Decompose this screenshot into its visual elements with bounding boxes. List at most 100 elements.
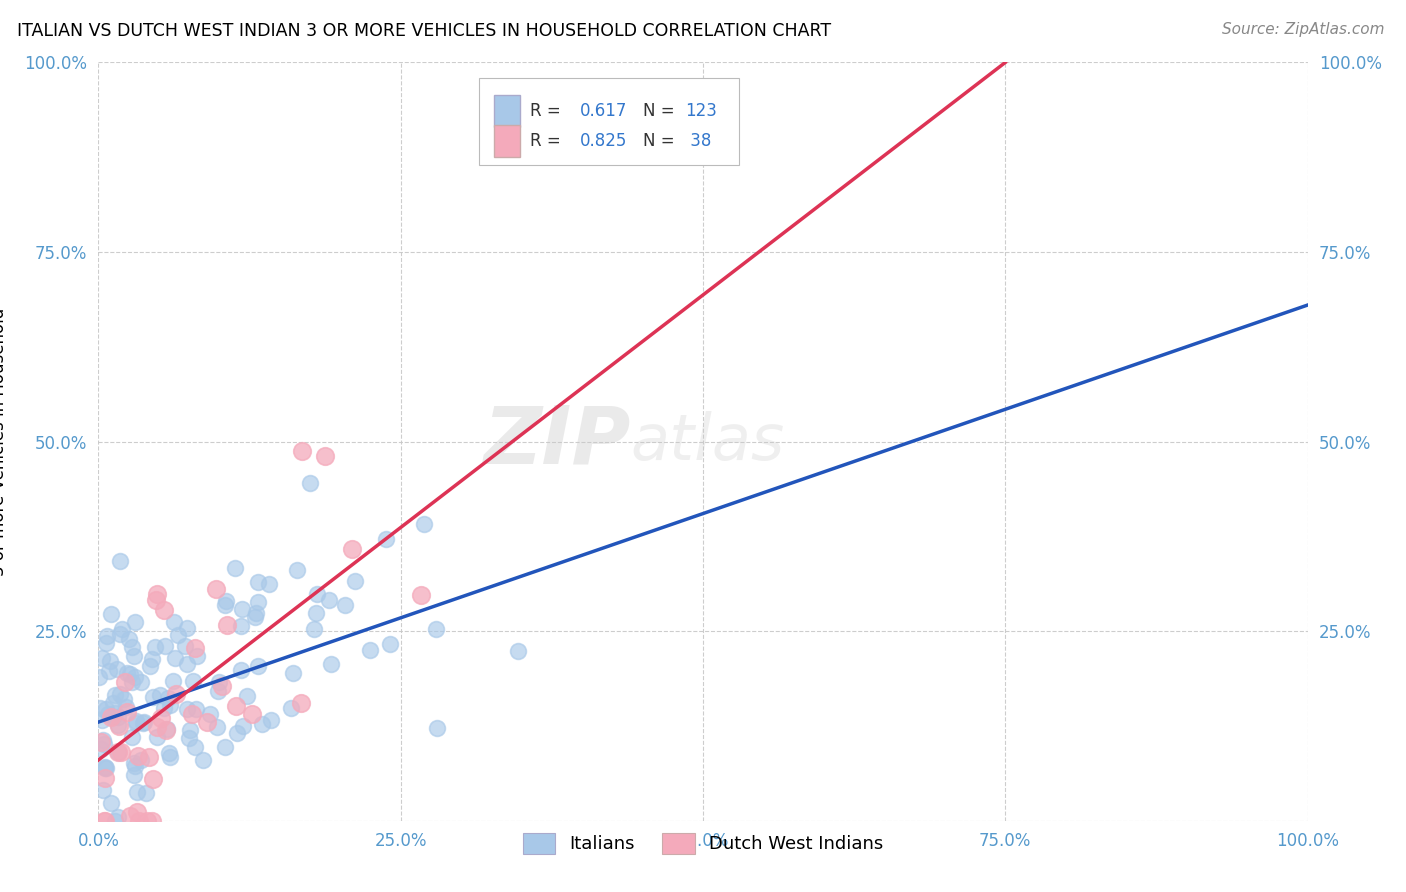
- Point: [124, 670, 146, 684]
- Point: [90, 735, 112, 749]
- Point: [225, 698, 247, 713]
- Point: [186, 702, 208, 716]
- Point: [136, 814, 159, 828]
- Point: [378, 637, 401, 651]
- Point: [215, 618, 238, 632]
- Point: [121, 730, 143, 744]
- Point: [225, 725, 247, 739]
- Point: [215, 594, 238, 608]
- Point: [98, 654, 121, 668]
- Point: [141, 651, 163, 665]
- Point: [290, 696, 312, 710]
- Point: [159, 698, 181, 712]
- Point: [121, 640, 143, 654]
- Point: [124, 649, 146, 664]
- Point: [104, 814, 127, 828]
- Point: [167, 628, 190, 642]
- Point: [96, 629, 118, 643]
- Point: [125, 716, 148, 731]
- Point: [104, 706, 127, 720]
- Point: [143, 640, 166, 654]
- Text: ZIP: ZIP: [484, 402, 630, 481]
- Point: [108, 627, 131, 641]
- Point: [131, 674, 153, 689]
- Point: [156, 723, 179, 737]
- Point: [236, 690, 259, 704]
- Point: [231, 602, 253, 616]
- Point: [153, 700, 176, 714]
- Point: [115, 705, 138, 719]
- Point: [87, 670, 110, 684]
- Point: [246, 658, 269, 673]
- Text: 123: 123: [685, 102, 717, 120]
- Point: [307, 587, 329, 601]
- Text: R =: R =: [530, 102, 567, 120]
- Point: [159, 746, 181, 760]
- Point: [176, 702, 198, 716]
- Point: [107, 719, 129, 733]
- Point: [174, 639, 197, 653]
- Point: [100, 796, 122, 810]
- Point: [344, 574, 367, 588]
- Text: N =: N =: [643, 132, 679, 150]
- Point: [193, 753, 215, 767]
- Point: [281, 665, 304, 680]
- Point: [245, 606, 267, 620]
- Point: [122, 756, 145, 771]
- Point: [98, 664, 121, 678]
- Point: [90, 650, 112, 665]
- Point: [146, 730, 169, 744]
- Point: [120, 666, 142, 681]
- Point: [142, 772, 165, 786]
- Point: [163, 651, 186, 665]
- Point: [250, 716, 273, 731]
- Point: [94, 762, 117, 776]
- Point: [128, 814, 150, 828]
- Point: [302, 622, 325, 636]
- Point: [247, 595, 270, 609]
- Point: [138, 659, 160, 673]
- Point: [150, 711, 173, 725]
- Text: N =: N =: [643, 102, 679, 120]
- Point: [91, 733, 114, 747]
- Point: [127, 785, 149, 799]
- Point: [205, 720, 228, 734]
- Point: [125, 714, 148, 729]
- Point: [260, 713, 283, 727]
- Point: [146, 587, 169, 601]
- Point: [214, 598, 236, 612]
- Point: [157, 691, 180, 706]
- Point: [96, 762, 118, 776]
- Point: [100, 709, 122, 723]
- Text: atlas: atlas: [630, 410, 785, 473]
- Point: [145, 593, 167, 607]
- Point: [125, 805, 148, 819]
- Point: [129, 753, 152, 767]
- Point: [127, 749, 149, 764]
- Point: [135, 786, 157, 800]
- Bar: [494, 95, 520, 127]
- Point: [149, 688, 172, 702]
- Point: [100, 607, 122, 622]
- Point: [163, 615, 186, 629]
- Point: [107, 745, 129, 759]
- Point: [107, 745, 129, 759]
- Point: [179, 723, 201, 738]
- Point: [176, 657, 198, 671]
- Point: [176, 621, 198, 635]
- Point: [131, 715, 153, 730]
- Point: [411, 588, 433, 602]
- Point: [340, 541, 363, 556]
- Point: [291, 444, 314, 458]
- Point: [257, 577, 280, 591]
- Point: [115, 699, 138, 714]
- Point: [155, 723, 177, 737]
- Point: [89, 701, 111, 715]
- Point: [165, 687, 187, 701]
- Point: [280, 701, 302, 715]
- Point: [184, 739, 207, 754]
- Point: [298, 476, 321, 491]
- Point: [425, 622, 447, 636]
- Point: [232, 719, 254, 733]
- Point: [112, 692, 135, 706]
